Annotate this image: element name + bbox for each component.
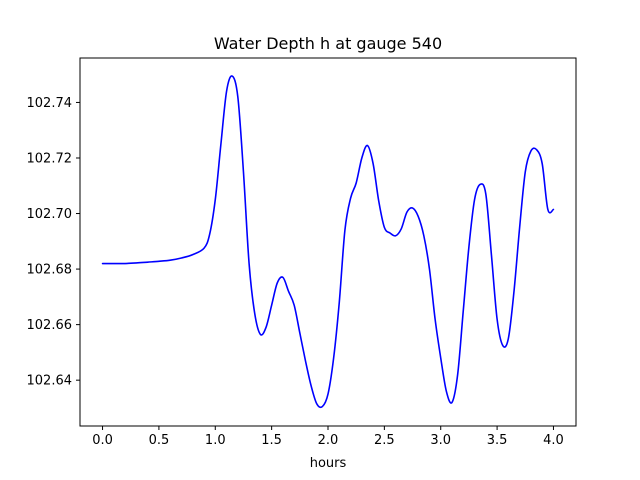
x-tick-label: 4.0 [543,433,564,448]
series-line-0 [101,75,555,409]
x-tick-label: 0.5 [149,433,170,448]
y-tick-label: 102.66 [27,318,73,333]
chart-title: Water Depth h at gauge 540 [214,34,442,53]
x-tick-label: 0.0 [92,433,113,448]
x-axis: 0.0 0.5 1.0 1.5 2.0 2.5 3.0 3.5 4.0 [92,426,564,448]
x-tick-label: 2.5 [374,433,395,448]
x-tick-label: 1.0 [205,433,226,448]
x-tick-label: 2.0 [318,433,339,448]
y-axis: 102.64 102.66 102.68 102.70 102.72 102.74 [27,96,80,389]
y-tick-label: 102.64 [27,374,73,389]
y-tick-label: 102.74 [27,96,73,111]
plot-area [101,75,555,409]
y-tick-label: 102.70 [27,207,73,222]
x-tick-label: 3.0 [430,433,451,448]
x-tick-label: 3.5 [487,433,508,448]
plot-frame [79,57,577,427]
x-axis-label: hours [310,456,347,471]
y-tick-label: 102.72 [27,151,73,166]
x-tick-label: 1.5 [261,433,282,448]
y-tick-label: 102.68 [27,263,73,278]
